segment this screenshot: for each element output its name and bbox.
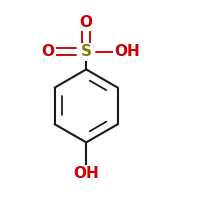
- Text: O: O: [80, 15, 93, 30]
- Text: S: S: [81, 44, 92, 59]
- Text: OH: OH: [73, 166, 99, 181]
- Text: OH: OH: [115, 44, 140, 59]
- Text: O: O: [41, 44, 54, 59]
